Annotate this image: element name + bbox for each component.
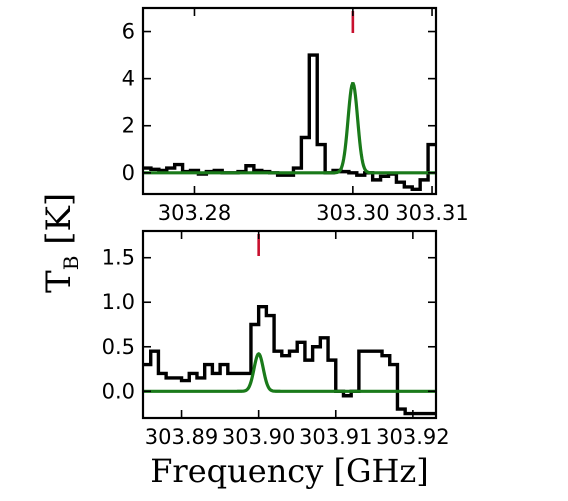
observed-spectrum-line [143,304,436,416]
y-tick-label: 0.0 [102,379,135,403]
y-axis-label-sub: B [58,255,83,271]
observed-spectrum-line [143,53,436,191]
plot-area [143,304,436,416]
x-tick-label: 303.92 [376,425,449,449]
y-axis-label-unit: [K] [39,192,80,245]
y-axis-label-main: T [39,270,80,294]
x-axis-label: Frequency [GHz] [150,452,429,490]
y-tick-label: 4 [122,67,135,91]
axes-frame [141,6,438,196]
plot-area [143,53,436,191]
top-panel: 303.28 303.30 303.31 0 2 4 6 [122,6,469,225]
x-tick-label: 303.91 [299,425,372,449]
y-tick-label: 2 [122,114,135,138]
x-tick-label: 303.28 [158,201,231,225]
x-tick-label: 303.30 [316,201,389,225]
y-tick-label: 1.0 [102,290,135,314]
x-tick-label: 303.90 [222,425,295,449]
y-tick-label: 1.5 [102,246,135,270]
x-tick-label: 303.89 [145,425,218,449]
x-tick-label: 303.31 [395,201,468,225]
y-axis-label: TB [K] [36,193,86,293]
bottom-panel: 303.89 303.90 303.91 303.92 0.0 0.5 1.0 1.5 [102,229,450,449]
model-fit-line [143,81,436,175]
y-tick-label: 0 [122,161,135,185]
y-tick-label: 0.5 [102,335,135,359]
model-fit-line [143,352,436,393]
axes-frame [141,229,438,420]
y-tick-label: 6 [122,20,135,44]
